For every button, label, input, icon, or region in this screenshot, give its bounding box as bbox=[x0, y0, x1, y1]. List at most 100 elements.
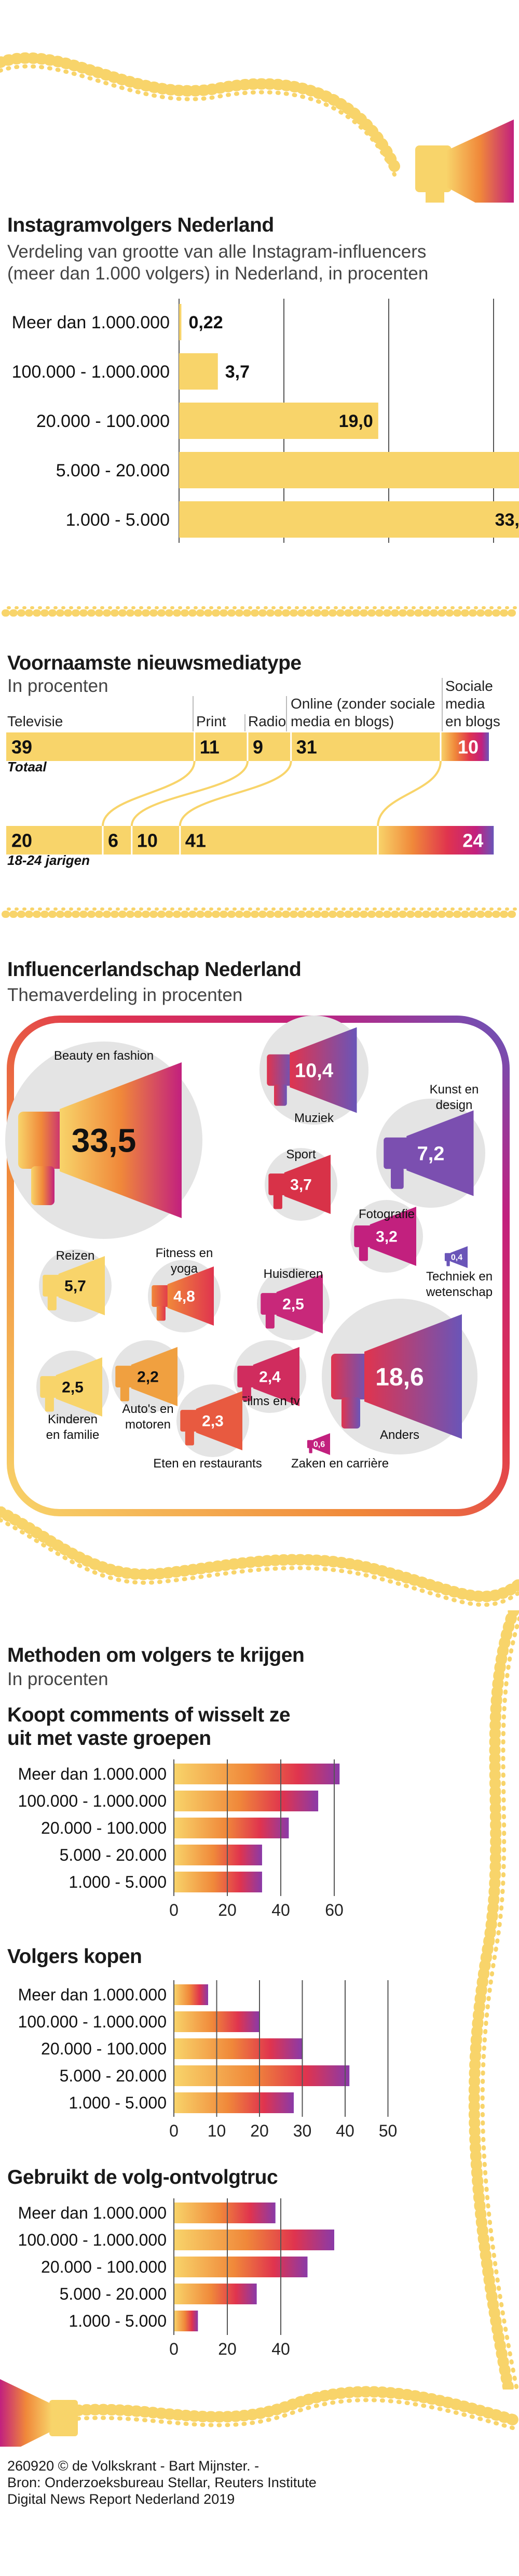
bubble-label: Techniek en bbox=[426, 1270, 493, 1284]
stacked-segment bbox=[291, 732, 441, 761]
megaphone-horn bbox=[56, 1357, 102, 1417]
bar bbox=[174, 2065, 350, 2086]
category-label: media en blogs) bbox=[291, 713, 394, 729]
bubble-label: en familie bbox=[46, 1428, 100, 1442]
bubble-value: 2,5 bbox=[282, 1296, 304, 1313]
category-label: 1.000 - 5.000 bbox=[69, 1873, 167, 1891]
bubble-label: Fotografie bbox=[359, 1207, 415, 1221]
category-label: Print bbox=[196, 713, 226, 729]
bubble-value: 5,7 bbox=[64, 1278, 86, 1295]
megaphone-handle bbox=[156, 1306, 166, 1321]
bar bbox=[174, 1984, 208, 2005]
x-tick-label: 50 bbox=[379, 2121, 398, 2140]
megaphone-icon bbox=[180, 1391, 242, 1450]
segment-value: 6 bbox=[108, 830, 118, 851]
megaphone-handle bbox=[359, 1246, 368, 1261]
x-tick-label: 40 bbox=[336, 2121, 354, 2140]
bubble-label: Zaken en carrière bbox=[291, 1457, 389, 1471]
megaphone-horn bbox=[58, 1256, 105, 1315]
megaphone-icon bbox=[43, 1256, 105, 1315]
row-label: 18-24 jarigen bbox=[7, 852, 90, 868]
method1-title-1: Koopt comments of wisselt ze bbox=[7, 1704, 291, 1726]
value-label: 0,22 bbox=[188, 313, 223, 332]
method1-title-2: uit met vaste groepen bbox=[7, 1727, 211, 1750]
category-label: en blogs bbox=[445, 713, 500, 729]
stacked-segment bbox=[180, 826, 378, 855]
bubble-value: 2,4 bbox=[259, 1369, 281, 1386]
footer-credit-2: Bron: Onderzoeksbureau Stellar, Reuters … bbox=[7, 2475, 317, 2490]
megaphone-handle bbox=[45, 1397, 54, 1412]
bubble-value: 3,2 bbox=[376, 1229, 398, 1246]
separator-2 bbox=[2, 907, 519, 918]
bar bbox=[174, 2230, 334, 2250]
value-label: 19,0 bbox=[339, 411, 373, 431]
megaphone-body bbox=[115, 1366, 133, 1387]
stacked-segment bbox=[6, 732, 195, 761]
segment-value: 39 bbox=[11, 737, 32, 758]
wave-decoration bbox=[0, 1506, 519, 1607]
megaphone-body bbox=[261, 1293, 279, 1315]
megaphone-icon bbox=[331, 1314, 462, 1439]
side-decoration bbox=[468, 1610, 519, 2390]
megaphone-handle bbox=[185, 1431, 194, 1446]
bar bbox=[174, 1764, 340, 1784]
megaphone-horn bbox=[313, 1433, 330, 1455]
x-tick-label: 0 bbox=[169, 1901, 179, 1919]
stacked-segment bbox=[131, 826, 180, 855]
row-label: Totaal bbox=[7, 759, 47, 775]
category-label: media bbox=[445, 696, 485, 712]
header-decoration bbox=[0, 52, 514, 203]
bubble-value: 4,8 bbox=[173, 1288, 195, 1305]
bubble-label: Reizen bbox=[56, 1249, 95, 1263]
bar bbox=[179, 501, 519, 538]
bubble-label: Huisdieren bbox=[264, 1267, 323, 1281]
bar bbox=[174, 2257, 308, 2277]
megaphone-icon bbox=[18, 1062, 182, 1218]
value-label: 3,7 bbox=[225, 362, 250, 382]
footer-credit-1: 260920 © de Volkskrant - Bart Mijnster. … bbox=[7, 2458, 260, 2474]
megaphone-icon bbox=[115, 1347, 177, 1406]
megaphone-handle bbox=[309, 1448, 312, 1453]
bubble-value: 0,6 bbox=[313, 1440, 325, 1449]
segment-value: 20 bbox=[11, 830, 32, 851]
bubble-value: 3,7 bbox=[290, 1177, 312, 1194]
segment-value: 11 bbox=[200, 737, 220, 758]
bubble-label: wetenschap bbox=[426, 1285, 493, 1299]
bar bbox=[174, 2092, 294, 2113]
category-label: 5.000 - 20.000 bbox=[60, 1846, 167, 1864]
category-label: 20.000 - 100.000 bbox=[36, 411, 170, 431]
category-label: Meer dan 1.000.000 bbox=[12, 313, 170, 332]
megaphone-horn bbox=[167, 1266, 214, 1326]
category-label: 100.000 - 1.000.000 bbox=[18, 1792, 167, 1810]
category-label: Meer dan 1.000.000 bbox=[18, 2204, 167, 2222]
bubble-value: 2,3 bbox=[202, 1413, 224, 1430]
megaphone-icon bbox=[307, 1433, 330, 1455]
megaphone-horn bbox=[450, 1246, 468, 1268]
bar bbox=[174, 1872, 262, 1892]
bar bbox=[179, 403, 378, 439]
megaphone-icon bbox=[152, 1266, 214, 1326]
bubble-value: 10,4 bbox=[295, 1060, 333, 1082]
bubble-label: design bbox=[436, 1098, 473, 1112]
influencer-chart: 33,5 Beauty en fashion 10,4 Muziek 7,2 Kunst … bbox=[5, 1016, 510, 1516]
segment-value: 41 bbox=[185, 830, 206, 851]
megaphone-body bbox=[331, 1354, 368, 1399]
x-tick-label: 30 bbox=[293, 2121, 312, 2140]
bar bbox=[174, 1845, 262, 1865]
megaphone-body bbox=[384, 1137, 409, 1169]
bar bbox=[174, 1791, 319, 1811]
stacked-segment bbox=[6, 826, 103, 855]
megaphone-body bbox=[354, 1225, 372, 1247]
x-tick-label: 40 bbox=[271, 1901, 290, 1919]
bubble-value: 0,4 bbox=[451, 1253, 462, 1262]
bar bbox=[174, 2284, 257, 2304]
bubble-label: Beauty en fashion bbox=[54, 1049, 154, 1063]
bubble-value: 2,2 bbox=[137, 1369, 159, 1386]
megaphone-icon bbox=[354, 1207, 416, 1266]
methods-subtitle: In procenten bbox=[7, 1669, 108, 1689]
bubble-label: yoga bbox=[171, 1262, 198, 1276]
methods-title: Methoden om volgers te krijgen bbox=[7, 1644, 305, 1666]
bubble-label: Muziek bbox=[294, 1111, 334, 1125]
bubble-value: 33,5 bbox=[72, 1122, 136, 1159]
category-label: 1.000 - 5.000 bbox=[69, 2312, 167, 2330]
